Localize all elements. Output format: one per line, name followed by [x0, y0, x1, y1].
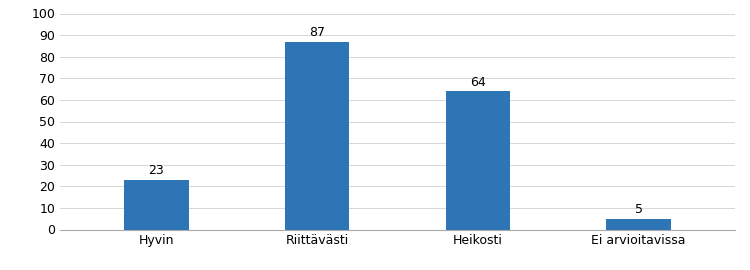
Text: 23: 23 [148, 164, 164, 177]
Bar [607, 219, 670, 230]
Text: 87: 87 [309, 26, 326, 39]
Text: 5: 5 [634, 203, 643, 216]
Bar [124, 180, 188, 230]
Text: 64: 64 [470, 76, 486, 89]
Bar [285, 42, 350, 230]
Bar [446, 91, 510, 230]
